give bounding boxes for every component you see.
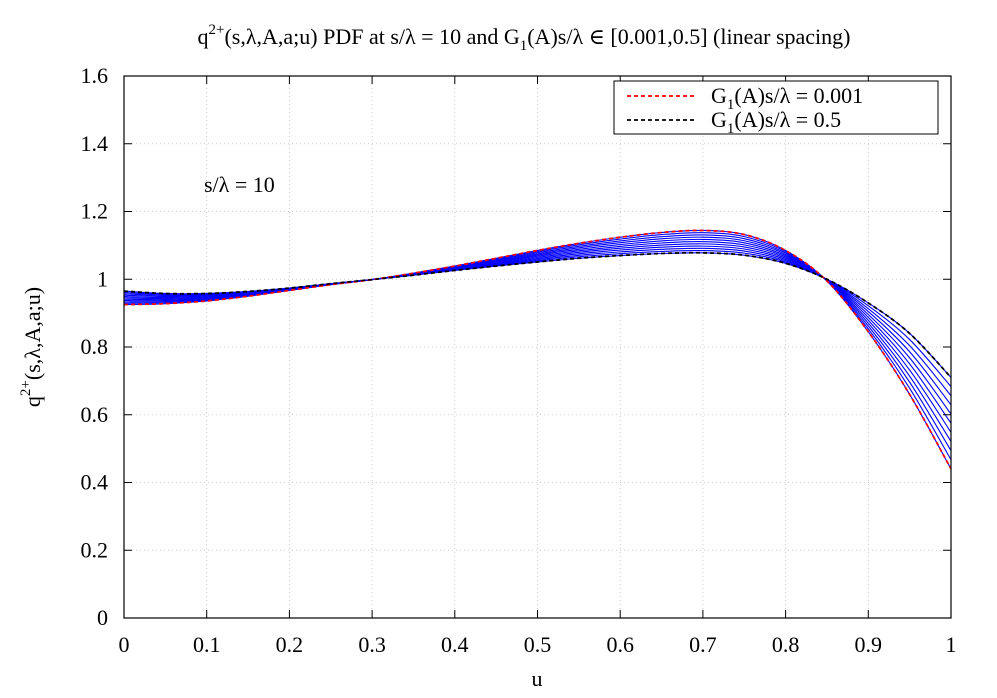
x-tick-label: 0.6 [606,632,634,657]
x-tick-labels: 0 0.1 0.2 0.3 0.4 0.5 0.6 0.7 0.8 0.9 1 [119,632,957,657]
y-axis-label: q2+(s,λ,A,a;u) [18,287,45,407]
series-lines [123,229,952,470]
x-axis-label: u [532,666,543,691]
x-tick-label: 0.3 [358,632,386,657]
legend: G1(A)s/λ = 0.001 G1(A)s/λ = 0.5 [613,80,939,137]
y-tick-label: 1.2 [81,199,109,224]
y-tick-label: 0.8 [81,334,109,359]
legend-label-red: G1(A)s/λ = 0.001 [711,83,863,113]
y-tick-label: 1 [97,266,108,291]
y-tick-label: 0.2 [81,537,109,562]
x-tick-label: 0.1 [193,632,221,657]
chart-title: q2+(s,λ,A,a;u) PDF at s/λ = 10 and G1(A)… [197,22,850,54]
x-tick-label: 0.7 [689,632,717,657]
ratio-annotation: s/λ = 10 [204,172,275,197]
legend-label-black: G1(A)s/λ = 0.5 [711,107,841,137]
x-tick-label: 0.5 [524,632,552,657]
series-line-g1-0.001 [123,229,952,470]
y-tick-label: 0.6 [81,402,109,427]
y-tick-label: 0 [97,605,108,630]
x-tick-label: 0.4 [441,632,469,657]
x-tick-label: 0 [119,632,130,657]
y-tick-label: 1.6 [81,63,109,88]
x-tick-label: 0.2 [276,632,304,657]
axis-ticks [123,75,952,619]
x-tick-label: 1 [946,632,957,657]
x-tick-label: 0.8 [772,632,800,657]
y-tick-labels: 0 0.2 0.4 0.6 0.8 1 1.2 1.4 1.6 [81,63,109,630]
x-tick-label: 0.9 [855,632,883,657]
legend-box [613,80,939,135]
y-tick-label: 1.4 [81,131,109,156]
series-line-g1-0.5 [123,251,952,379]
y-tick-label: 0.4 [81,470,109,495]
